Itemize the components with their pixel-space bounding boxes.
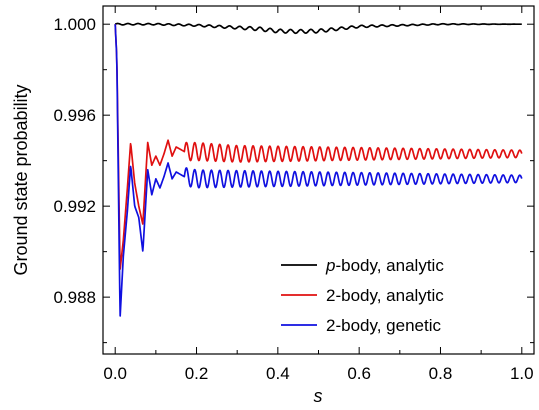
x-tick-label: 0.4 bbox=[266, 364, 290, 383]
series-lines bbox=[114, 22, 523, 317]
y-tick-label: 0.988 bbox=[53, 288, 96, 307]
x-tick-label: 0.2 bbox=[185, 364, 209, 383]
plot-frame bbox=[102, 5, 535, 355]
legend-label: 2-body, genetic bbox=[326, 316, 441, 335]
y-tick-label: 0.996 bbox=[53, 106, 96, 125]
y-tick-label: 0.992 bbox=[53, 197, 96, 216]
axis-tick-labels: 0.0 0.2 0.4 0.6 0.8 1.0 0.988 0.992 0.996 1.000 bbox=[53, 15, 533, 383]
legend: p-body, analytic 2-body, analytic 2-body, … bbox=[281, 256, 444, 335]
x-tick-label: 0.8 bbox=[429, 364, 453, 383]
x-axis-title: s bbox=[314, 386, 323, 406]
x-tick-label: 1.0 bbox=[510, 364, 534, 383]
series-line-2 bbox=[114, 24, 523, 317]
legend-label: p-body, analytic bbox=[325, 256, 444, 275]
series-line-0 bbox=[114, 22, 523, 35]
x-tick-label: 0.0 bbox=[103, 364, 127, 383]
legend-label: 2-body, analytic bbox=[326, 286, 444, 305]
y-tick-label: 1.000 bbox=[53, 15, 96, 34]
series-line-1 bbox=[114, 24, 523, 270]
y-axis-title: Ground state probability bbox=[11, 84, 31, 275]
x-tick-label: 0.6 bbox=[347, 364, 371, 383]
axis-ticks bbox=[103, 6, 534, 354]
